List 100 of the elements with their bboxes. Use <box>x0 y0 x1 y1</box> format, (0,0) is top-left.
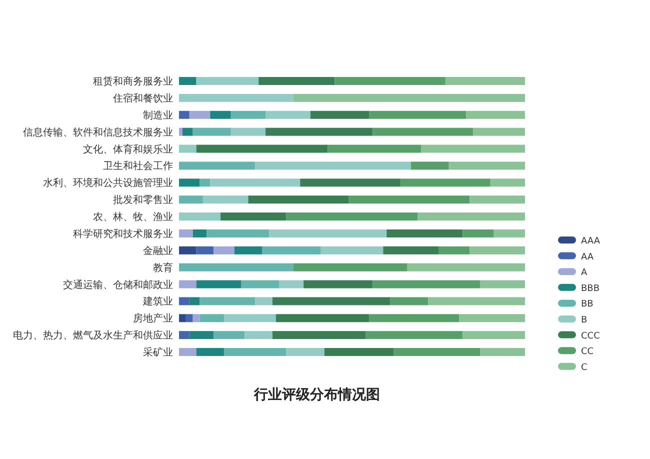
bar <box>179 280 196 288</box>
bar <box>394 348 480 356</box>
bar <box>234 246 262 254</box>
legend-label: BBB <box>581 284 600 294</box>
bar <box>179 77 196 85</box>
bar <box>494 229 525 238</box>
bar <box>462 331 525 340</box>
bar <box>310 110 370 119</box>
bar <box>179 144 196 153</box>
legend-label: A <box>581 268 588 278</box>
y-tick-label: 农、林、牧、渔业 <box>93 211 173 223</box>
bar <box>462 229 494 238</box>
bar <box>438 246 470 254</box>
bar <box>328 144 422 153</box>
bar <box>480 348 525 356</box>
bar <box>320 246 384 254</box>
bar <box>428 297 525 306</box>
y-tick-label: 住宿和餐饮业 <box>113 92 173 104</box>
bar <box>224 348 286 356</box>
bar <box>196 280 242 288</box>
bar <box>186 314 193 322</box>
bar <box>372 128 474 136</box>
bar <box>470 246 525 254</box>
bar <box>230 110 266 119</box>
bar <box>369 110 466 119</box>
bar <box>286 212 418 220</box>
bar <box>407 263 525 272</box>
y-tick-label: 教育 <box>153 262 173 274</box>
bar <box>192 128 231 136</box>
bar <box>445 77 525 85</box>
bar <box>272 331 366 340</box>
bar <box>189 297 200 306</box>
bar <box>179 331 190 340</box>
bar <box>466 110 525 119</box>
y-tick-label: 采矿业 <box>143 346 173 358</box>
y-tick-label: 卫生和社会工作 <box>103 160 173 172</box>
legend-label: AAA <box>581 236 601 246</box>
bar <box>418 212 525 220</box>
legend-label: B <box>581 316 588 326</box>
bar <box>200 297 256 306</box>
bar <box>196 77 259 85</box>
bar <box>383 246 438 254</box>
bar <box>448 162 525 170</box>
bar <box>266 128 373 136</box>
bar <box>230 128 266 136</box>
bar <box>210 110 231 119</box>
bar <box>192 314 200 322</box>
bar <box>203 196 248 204</box>
y-tick-label: 水利、环境和公共设施管理业 <box>43 177 173 190</box>
bar <box>179 212 221 220</box>
bar <box>179 229 193 238</box>
bar <box>324 348 394 356</box>
bar <box>179 128 182 136</box>
y-tick-label: 金融业 <box>143 244 173 257</box>
bar <box>196 144 328 153</box>
text: 行业评级分布情况图 <box>253 387 380 403</box>
bar <box>179 246 196 254</box>
bar <box>196 246 214 254</box>
bar <box>390 297 428 306</box>
bar <box>189 331 214 340</box>
bar <box>262 246 321 254</box>
bar <box>286 348 324 356</box>
bar <box>366 331 463 340</box>
bar <box>182 128 193 136</box>
bar <box>372 280 480 288</box>
bar <box>258 77 335 85</box>
bar <box>206 229 269 238</box>
bar <box>304 280 373 288</box>
bar <box>470 196 525 204</box>
bar <box>255 162 411 170</box>
bar <box>189 110 210 119</box>
bar <box>459 314 525 322</box>
bar <box>179 94 294 102</box>
y-tick-label: 房地产业 <box>133 312 173 325</box>
bar <box>179 178 200 187</box>
bar <box>255 297 272 306</box>
bar <box>200 178 210 187</box>
legend-label: CC <box>581 347 594 358</box>
y-tick-label: 信息传输、软件和信息技术服务业 <box>23 126 173 138</box>
bar <box>224 314 276 322</box>
y-tick-label: 文化、体育和娱乐业 <box>83 143 173 156</box>
bar <box>490 178 525 187</box>
bar <box>179 263 294 272</box>
bar <box>272 297 390 306</box>
bar <box>179 314 186 322</box>
y-tick-label: 建筑业 <box>142 296 173 308</box>
bar <box>220 212 286 220</box>
bar <box>293 263 408 272</box>
bar <box>400 178 490 187</box>
bar <box>293 94 525 102</box>
bar <box>279 280 304 288</box>
bar <box>196 348 224 356</box>
bar <box>276 314 370 322</box>
bar <box>266 110 310 119</box>
y-tick-label: 电力、热力、燃气及水生产和供应业 <box>13 330 173 342</box>
bar <box>473 128 525 136</box>
bar <box>192 229 207 238</box>
bar <box>214 246 234 254</box>
bar <box>334 77 446 85</box>
bar <box>348 196 470 204</box>
